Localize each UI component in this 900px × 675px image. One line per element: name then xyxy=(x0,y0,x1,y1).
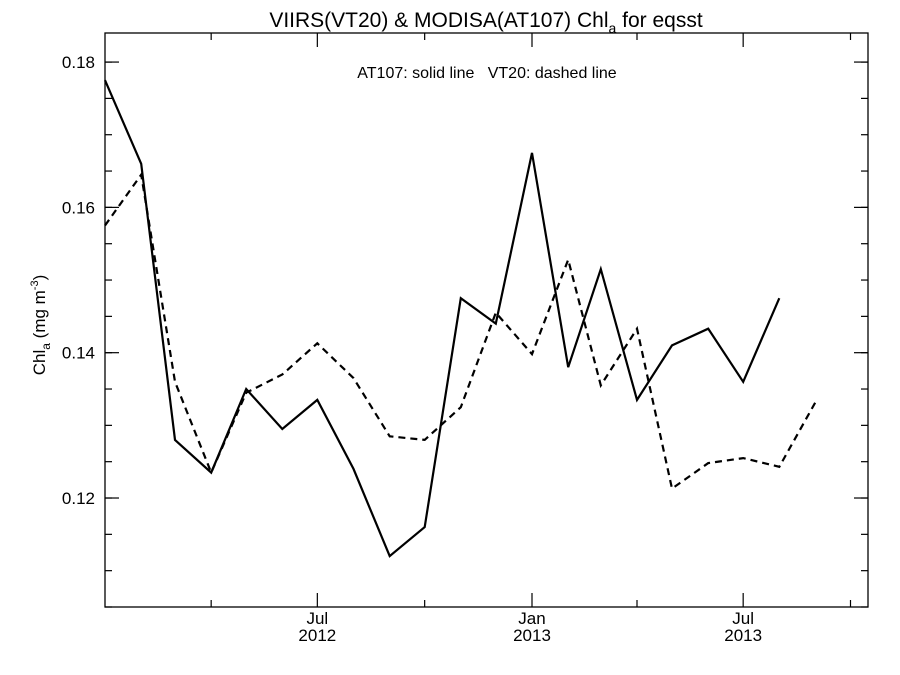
chart-title: VIIRS(VT20) & MODISA(AT107) Chla for eqs… xyxy=(269,9,703,36)
x-tick-label-month: Jul xyxy=(306,609,328,628)
y-axis-label: Chla (mg m-3) xyxy=(29,275,53,376)
x-tick-label-year: 2013 xyxy=(724,626,762,645)
x-tick-label-month: Jul xyxy=(732,609,754,628)
y-axis-label-close: ) xyxy=(30,275,49,281)
series-layer xyxy=(103,79,817,558)
chart-title-subscript: a xyxy=(609,20,617,36)
y-tick-label: 0.18 xyxy=(62,53,95,72)
x-tick-label-year: 2013 xyxy=(513,626,551,645)
chart-title-tail: for eqsst xyxy=(616,9,703,32)
x-tick-label-month: Jan xyxy=(518,609,545,628)
series-line-vt20 xyxy=(104,171,817,491)
series-annotation: AT107: solid line VT20: dashed line xyxy=(357,65,617,82)
y-tick-label: 0.16 xyxy=(62,198,95,217)
plot-frame xyxy=(104,32,869,608)
chart-title-main: VIIRS(VT20) & MODISA(AT107) Chl xyxy=(269,9,608,32)
y-axis-label-base: Chl xyxy=(30,350,49,376)
y-axis-label-unit: (mg m xyxy=(30,290,49,343)
y-axis-label-superscript: -3 xyxy=(29,280,41,290)
axis-ticks xyxy=(105,33,868,608)
y-tick-label: 0.12 xyxy=(62,489,95,508)
y-axis-label-subscript: a xyxy=(39,343,53,350)
y-tick-label: 0.14 xyxy=(62,344,95,363)
x-tick-label-year: 2012 xyxy=(298,626,336,645)
